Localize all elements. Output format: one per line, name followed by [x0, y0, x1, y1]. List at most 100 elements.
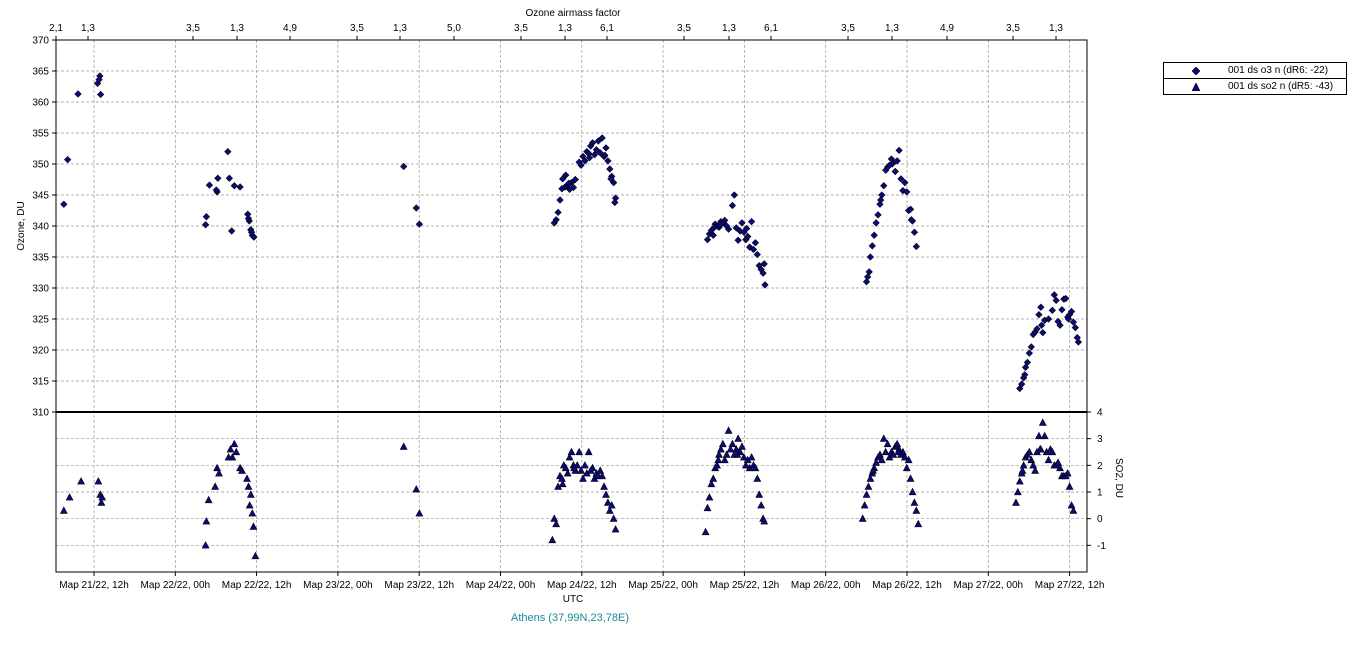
so2-point — [1048, 447, 1057, 456]
so2-point — [877, 455, 886, 464]
ozone-point — [225, 174, 233, 182]
ozone-point — [565, 179, 573, 187]
x-tick-label: Мар 23/22, 00h — [303, 580, 373, 591]
ozone-point — [74, 90, 82, 98]
y-tick-label-ozone: 315 — [32, 377, 49, 388]
so2-point — [577, 466, 585, 474]
ozone-point — [912, 242, 920, 251]
so2-point — [707, 479, 716, 488]
so2-point — [570, 463, 579, 472]
so2-point — [246, 490, 255, 498]
so2-point — [1063, 469, 1072, 477]
so2-point — [412, 485, 421, 493]
so2-point — [893, 439, 902, 448]
so2-point — [718, 439, 727, 448]
ozone-point — [751, 239, 760, 247]
so2-point — [245, 501, 254, 509]
points-layer — [59, 72, 1083, 560]
station-label: Athens (37,99N,23,78E) — [510, 612, 630, 624]
so2-point — [558, 479, 567, 488]
so2-point — [1035, 431, 1043, 440]
so2-point — [902, 463, 911, 472]
y-tick-label-ozone: 325 — [32, 315, 49, 326]
y-axis-title-ozone: Ozone, DU — [16, 201, 27, 250]
ozone-point — [866, 253, 874, 261]
ozone-point — [585, 154, 594, 162]
so2-point — [900, 453, 909, 461]
so2-point — [230, 439, 239, 448]
ozone-point — [1025, 349, 1033, 357]
so2-point — [709, 474, 718, 482]
so2-point — [399, 442, 408, 450]
ozone-point — [730, 191, 738, 199]
y-tick-label-ozone: 335 — [32, 253, 49, 264]
so2-point — [862, 490, 871, 498]
top-tick-label: 4,9 — [940, 23, 954, 34]
ozone-point — [224, 147, 232, 156]
ozone-point — [716, 221, 724, 229]
ozone-point — [888, 160, 896, 168]
ozone-point — [724, 225, 733, 233]
ozone-point — [872, 219, 880, 227]
triangle-icon — [1192, 83, 1200, 91]
so2-point — [720, 455, 729, 464]
so2-point — [910, 498, 919, 506]
x-tick-label: Мар 24/22, 12h — [547, 580, 617, 591]
ozone-point — [868, 242, 876, 250]
x-tick-label: Мар 27/22, 00h — [953, 580, 1023, 591]
legend-row-so2: 001 ds so2 n (dR5: -43) — [1164, 78, 1346, 94]
ozone-point — [400, 162, 408, 171]
so2-point — [561, 463, 570, 472]
so2-point — [705, 493, 714, 501]
ozone-point — [1048, 306, 1056, 314]
ozone-point — [891, 167, 899, 176]
so2-point — [757, 501, 766, 509]
so2-point — [228, 453, 237, 461]
so2-point — [1012, 498, 1020, 506]
so2-point — [872, 458, 881, 466]
so2-point — [1038, 418, 1047, 426]
x-axis-title: UTC — [563, 594, 584, 605]
so2-point — [65, 493, 74, 501]
so2-point — [603, 498, 612, 506]
ozone-point — [903, 188, 911, 196]
so2-point — [914, 519, 923, 528]
so2-point — [98, 493, 107, 501]
top-tick-label: 1,3 — [885, 23, 899, 34]
so2-point — [1025, 447, 1034, 456]
legend: 001 ds o3 n (dR6: -22) 001 ds so2 n (dR5… — [1163, 62, 1347, 95]
so2-point — [213, 463, 221, 472]
y-tick-label-ozone: 355 — [32, 129, 49, 140]
so2-point — [747, 453, 756, 461]
ozone-point — [910, 228, 919, 236]
ozone-point — [212, 186, 220, 194]
top-tick-label: 1,3 — [230, 23, 244, 34]
so2-point — [202, 517, 211, 525]
top-tick-label: 3,5 — [186, 23, 200, 34]
ozone-point — [606, 165, 614, 173]
top-tick-label: 6,1 — [600, 23, 614, 34]
ozone-point — [759, 269, 767, 277]
ozone-point — [1023, 358, 1032, 367]
so2-point — [722, 450, 731, 458]
ozone-point — [607, 175, 615, 183]
so2-point — [726, 445, 735, 453]
so2-point — [740, 453, 748, 461]
legend-row-o3: 001 ds o3 n (dR6: -22) — [1164, 63, 1346, 78]
so2-point — [59, 506, 68, 514]
ozone-point — [230, 182, 238, 190]
so2-point — [607, 501, 616, 509]
ozone-point — [744, 232, 752, 241]
ozone-point — [1037, 321, 1046, 329]
x-tick-label: Мар 23/22, 12h — [384, 580, 454, 591]
so2-point — [77, 477, 85, 485]
ozone-point — [753, 250, 761, 259]
ozone-point — [709, 231, 717, 239]
top-tick-label: 3,5 — [841, 23, 855, 34]
ozone-point — [901, 178, 909, 187]
ozone-point — [602, 144, 610, 152]
ozone-point — [728, 201, 737, 210]
so2-point — [864, 482, 873, 490]
so2-point — [732, 445, 741, 453]
ozone-point — [907, 216, 915, 224]
